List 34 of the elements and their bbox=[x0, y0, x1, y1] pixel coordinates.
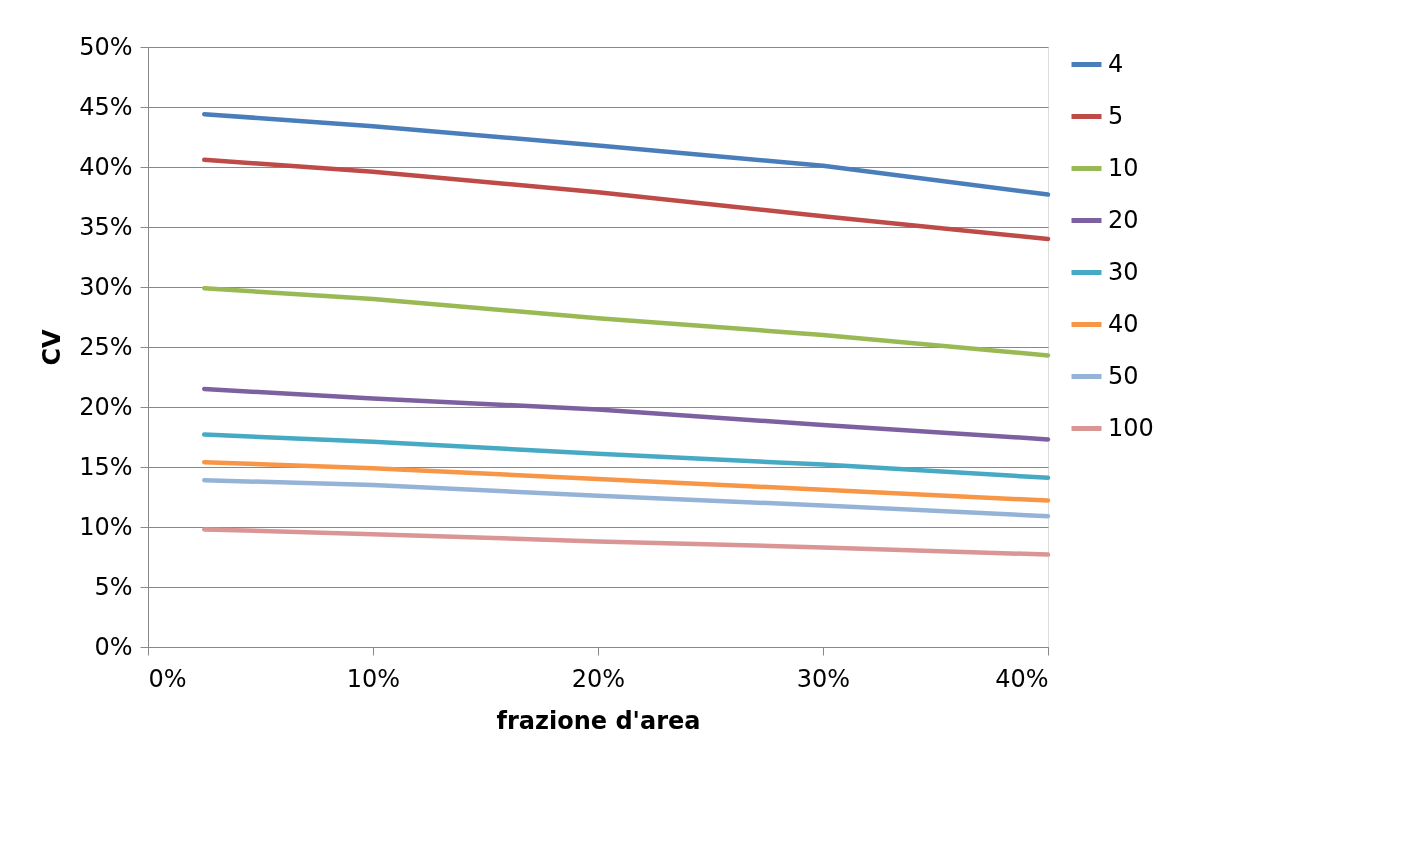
legend-label: 20 bbox=[1108, 205, 1139, 234]
legend-label: 40 bbox=[1108, 309, 1139, 338]
y-tick-label: 45% bbox=[79, 92, 133, 121]
y-tick-label: 25% bbox=[79, 332, 133, 361]
y-tick-label: 10% bbox=[79, 512, 133, 541]
legend-label: 50 bbox=[1108, 361, 1139, 390]
x-tick-label: 40% bbox=[995, 664, 1049, 693]
y-tick-label: 30% bbox=[79, 272, 133, 301]
line-series bbox=[202, 432, 1051, 481]
y-tick-label: 40% bbox=[79, 152, 133, 181]
line-series bbox=[202, 285, 1051, 358]
legend-label: 10 bbox=[1108, 153, 1139, 182]
x-tick-label: 0% bbox=[148, 664, 187, 693]
line-series bbox=[202, 386, 1051, 442]
y-axis-title: CV bbox=[38, 328, 67, 366]
y-tick-label: 5% bbox=[94, 572, 133, 601]
legend-label: 100 bbox=[1108, 413, 1154, 442]
legend-label: 5 bbox=[1108, 101, 1124, 130]
y-tick-label: 50% bbox=[79, 32, 133, 61]
x-tick-label: 20% bbox=[571, 664, 626, 693]
legend-label: 4 bbox=[1108, 49, 1124, 78]
legend-label: 30 bbox=[1108, 257, 1139, 286]
y-tick-label: 35% bbox=[79, 212, 133, 241]
y-tick-label: 15% bbox=[79, 452, 133, 481]
x-tick-label: 10% bbox=[346, 664, 401, 693]
line-series bbox=[202, 477, 1051, 519]
x-axis-title: frazione d'area bbox=[496, 706, 701, 735]
line-series bbox=[202, 527, 1051, 557]
y-tick-label: 20% bbox=[79, 392, 133, 421]
x-tick-label: 30% bbox=[796, 664, 851, 693]
line-series bbox=[202, 157, 1051, 242]
line-series bbox=[202, 111, 1051, 197]
line-series bbox=[202, 459, 1051, 503]
y-tick-label: 0% bbox=[94, 632, 133, 661]
